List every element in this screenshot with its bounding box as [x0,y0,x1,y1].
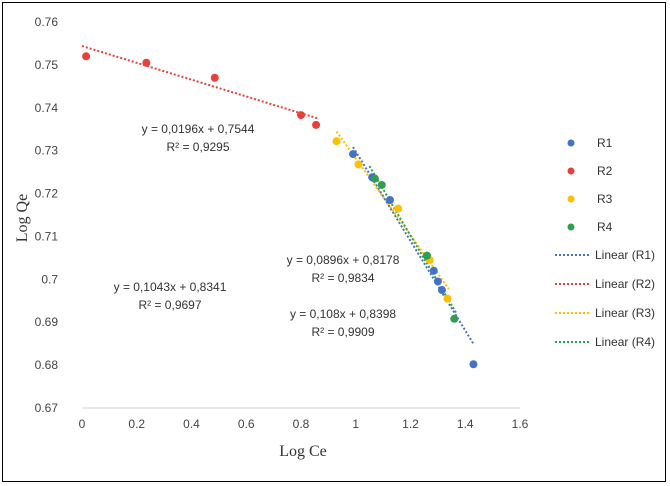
annotation-r4: y = 0,108x + 0,8398 R² = 0,9909 [290,307,396,339]
point-r2 [312,120,321,129]
x-tick-label: 1.2 [402,417,419,431]
legend-label-r3: R3 [597,192,613,206]
legend-marker-r4 [567,223,575,231]
chart-frame [2,2,666,482]
point-r3 [332,137,341,146]
y-tick-label: 0.72 [35,187,59,201]
legend-marker-r2 [567,167,575,175]
point-r1 [429,266,438,275]
point-r3 [394,204,403,213]
point-r4 [377,180,386,189]
point-r3 [443,294,452,303]
r-squared-r1: R² = 0,9697 [138,298,201,312]
x-axis-label: Log Ce [279,443,327,460]
x-tick-label: 0.4 [183,417,200,431]
x-tick-label: 1.4 [457,417,474,431]
legend-label-r2: R2 [597,164,613,178]
point-r1 [433,277,442,286]
x-tick-label: 1.6 [512,417,529,431]
legend-label-r1: R1 [597,136,613,150]
y-tick-label: 0.67 [35,401,59,415]
point-r2 [297,111,305,120]
data-points [82,52,478,369]
x-tick-label: 1 [352,417,359,431]
equation-r1: y = 0,1043x + 0,8341 [114,280,227,294]
annotation-r3: y = 0,0896x + 0,8178 R² = 0,9834 [287,253,400,285]
annotation-r2: y = 0,0196x + 0,7544 R² = 0,9295 [142,122,255,154]
r-squared-r3: R² = 0,9834 [311,271,374,285]
equation-r2: y = 0,0196x + 0,7544 [142,122,255,136]
legend-label-r4: R4 [597,220,613,234]
point-r2 [210,73,219,82]
x-tick-label: 0.6 [238,417,255,431]
point-r1 [469,360,478,369]
equation-r3: y = 0,0896x + 0,8178 [287,253,400,267]
x-tick-label: 0.2 [128,417,145,431]
point-r1 [385,195,394,204]
point-r3 [354,160,363,169]
axes: 0 0.2 0.4 0.6 0.8 1 1.2 1.4 1.6 0.67 0.68 0.69 0.7 0.… [35,15,529,431]
x-tick-label: 0.8 [293,417,310,431]
trendline-r1 [352,146,475,345]
point-r1 [437,286,446,295]
equation-r4: y = 0,108x + 0,8398 [290,307,396,321]
point-r1 [349,150,358,159]
point-r4 [370,174,379,183]
r-squared-r2: R² = 0,9295 [166,140,229,154]
y-tick-label: 0.71 [35,229,59,243]
legend-trendline-label-r2: Linear (R2) [595,277,655,291]
annotation-r1: y = 0,1043x + 0,8341 R² = 0,9697 [114,280,227,312]
y-tick-label: 0.7 [41,272,58,286]
point-r4 [450,314,459,323]
legend-marker-r1 [567,139,575,147]
trendline-r2 [81,45,318,120]
r-squared-r4: R² = 0,9909 [311,325,374,339]
legend-trendline-label-r3: Linear (R3) [595,306,655,320]
point-r4 [422,251,431,260]
legend-trendline-label-r1: Linear (R1) [595,248,655,262]
y-tick-label: 0.68 [35,358,59,372]
y-axis-label: Log Qe [14,194,31,242]
legend-trendline-label-r4: Linear (R4) [595,335,655,349]
y-tick-label: 0.74 [35,101,59,115]
y-tick-label: 0.73 [35,144,59,158]
y-tick-label: 0.76 [35,15,59,29]
trendline-r4 [368,165,458,315]
point-r2 [82,52,91,61]
y-tick-label: 0.69 [35,315,59,329]
x-tick-label: 0 [79,417,86,431]
point-r2 [142,58,151,67]
legend: R1 R2 R3 R4 Linear (R1) Linear (R2) Linear (R3… [555,136,655,349]
y-tick-label: 0.75 [35,58,59,72]
legend-marker-r3 [567,195,575,203]
